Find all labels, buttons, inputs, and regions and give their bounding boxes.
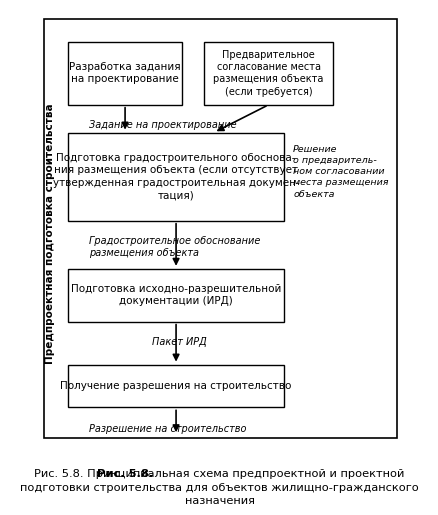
Text: Подготовка исходно-разрешительной
документации (ИРД): Подготовка исходно-разрешительной докуме… xyxy=(71,284,281,306)
Text: Предварительное
согласование места
размещения объекта
(если требуется): Предварительное согласование места разме… xyxy=(213,49,323,97)
Text: Разрешение на строительство: Разрешение на строительство xyxy=(89,423,246,434)
Text: Предпроектная подготовка строительства: Предпроектная подготовка строительства xyxy=(45,103,55,364)
Text: Разработка задания
на проектирование: Разработка задания на проектирование xyxy=(69,62,180,84)
Text: Пакет ИРД: Пакет ИРД xyxy=(151,337,206,347)
Text: Подготовка градостроительного обоснова-
ния размещения объекта (если отсутствует: Подготовка градостроительного обоснова- … xyxy=(53,153,299,200)
FancyBboxPatch shape xyxy=(204,42,332,105)
Text: Рис. 5.8.: Рис. 5.8. xyxy=(96,470,153,479)
Text: Градостроительное обоснование
размещения объекта: Градостроительное обоснование размещения… xyxy=(89,236,260,259)
FancyBboxPatch shape xyxy=(68,42,181,105)
FancyBboxPatch shape xyxy=(68,132,283,221)
Text: Рис. 5.8. Принципиальная схема предпроектной и проектной
подготовки строительств: Рис. 5.8. Принципиальная схема предпроек… xyxy=(20,470,418,506)
Text: Задание на проектирование: Задание на проектирование xyxy=(89,120,236,130)
FancyBboxPatch shape xyxy=(68,365,283,407)
FancyBboxPatch shape xyxy=(68,269,283,322)
Text: Решение
о предваритель-
ном согласовании
места размещения
объекта: Решение о предваритель- ном согласовании… xyxy=(293,145,388,199)
Text: Получение разрешения на строительство: Получение разрешения на строительство xyxy=(60,381,291,391)
